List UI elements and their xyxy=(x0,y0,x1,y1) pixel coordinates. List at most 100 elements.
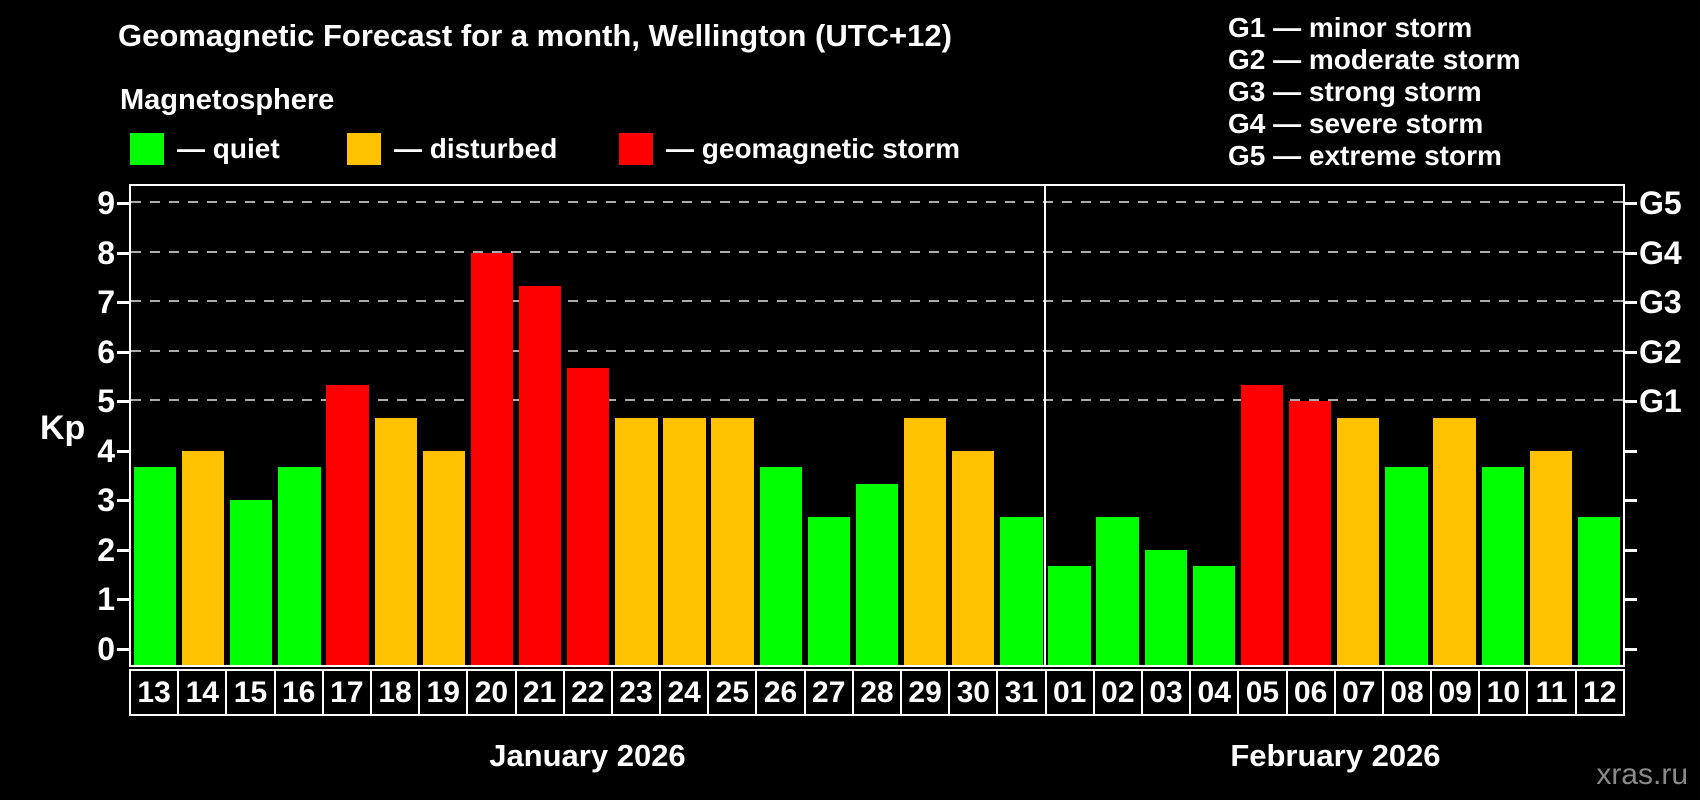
kp-bar-day-31 xyxy=(1000,516,1043,665)
day-label-05: 05 xyxy=(1237,669,1288,716)
y-tick-label-1: 1 xyxy=(97,581,115,618)
month-separator-line xyxy=(1044,186,1047,665)
watermark: xras.ru xyxy=(1596,758,1688,791)
kp-bar-day-21 xyxy=(518,285,562,665)
month-label-february: February 2026 xyxy=(1230,738,1441,773)
right-tick-8 xyxy=(1625,251,1637,255)
y-tick-label-2: 2 xyxy=(97,531,115,568)
kp-bar-day-14 xyxy=(182,450,225,665)
kp-bar-day-08 xyxy=(1385,467,1428,665)
day-label-16: 16 xyxy=(273,669,324,716)
quiet-color-swatch xyxy=(130,132,164,165)
kp-bar-day-23 xyxy=(615,417,658,665)
kp-bar-day-07 xyxy=(1337,417,1380,665)
kp-bar-day-06 xyxy=(1288,401,1332,665)
right-tick-5 xyxy=(1625,400,1637,404)
gridline-kp-6 xyxy=(131,349,1623,352)
day-label-13: 13 xyxy=(129,669,180,716)
day-label-19: 19 xyxy=(418,669,469,716)
kp-bar-day-11 xyxy=(1529,450,1572,665)
right-tick-9 xyxy=(1625,202,1637,206)
legend-item-disturbed: — disturbed xyxy=(347,132,557,165)
magnetosphere-label: Magnetosphere xyxy=(120,84,335,116)
kp-bar-day-15 xyxy=(230,500,273,665)
y-tick-label-7: 7 xyxy=(97,284,115,321)
right-tick-0 xyxy=(1625,647,1637,651)
kp-bar-day-03 xyxy=(1144,549,1187,665)
kp-bar-day-22 xyxy=(567,368,610,665)
kp-bar-day-16 xyxy=(278,467,321,665)
kp-bar-day-20 xyxy=(470,252,514,665)
chart-title: Geomagnetic Forecast for a month, Wellin… xyxy=(118,18,952,53)
right-axis-label-g1: G1 xyxy=(1639,383,1682,420)
kp-bar-day-10 xyxy=(1481,467,1524,665)
left-tick-8 xyxy=(117,251,129,255)
y-tick-label-8: 8 xyxy=(97,234,115,271)
disturbed-legend-label: — disturbed xyxy=(394,132,558,164)
day-label-06: 06 xyxy=(1285,669,1336,716)
day-label-24: 24 xyxy=(659,669,710,716)
y-tick-label-4: 4 xyxy=(97,432,115,469)
kp-bar-day-05 xyxy=(1240,384,1284,665)
g-legend-line-5: G5 — extreme storm xyxy=(1228,140,1502,171)
kp-bar-day-19 xyxy=(422,450,465,665)
kp-bar-day-29 xyxy=(903,417,947,665)
day-label-27: 27 xyxy=(803,669,854,716)
day-label-02: 02 xyxy=(1092,669,1143,716)
right-tick-7 xyxy=(1625,301,1637,305)
day-label-18: 18 xyxy=(369,669,421,716)
kp-bar-day-30 xyxy=(952,450,995,665)
g-scale-legend: G1 — minor storm G2 — moderate storm G3 — … xyxy=(1228,12,1521,172)
day-axis-row: 13 14 15 16 17 18 19 20 21 22 23 24 25 26 27 28 29 30 31 01… xyxy=(129,669,1625,716)
right-tick-2 xyxy=(1625,548,1637,552)
day-label-22: 22 xyxy=(562,669,613,716)
day-label-15: 15 xyxy=(225,669,276,716)
day-label-31: 31 xyxy=(996,669,1047,716)
quiet-legend-label: — quiet xyxy=(177,132,280,164)
day-label-10: 10 xyxy=(1478,669,1529,716)
kp-bar-day-13 xyxy=(133,467,177,665)
kp-bar-day-17 xyxy=(326,384,369,665)
y-tick-label-9: 9 xyxy=(97,185,115,222)
day-label-14: 14 xyxy=(177,669,228,716)
day-label-17: 17 xyxy=(321,669,372,716)
y-tick-label-3: 3 xyxy=(97,482,115,519)
left-tick-6 xyxy=(117,350,129,354)
left-tick-7 xyxy=(117,301,129,305)
day-label-03: 03 xyxy=(1140,669,1192,716)
kp-bar-day-27 xyxy=(807,516,851,665)
day-label-08: 08 xyxy=(1381,669,1433,716)
right-axis-label-g4: G4 xyxy=(1639,234,1682,271)
kp-bar-day-28 xyxy=(855,483,899,665)
day-label-23: 23 xyxy=(610,669,662,716)
day-label-30: 30 xyxy=(948,669,999,716)
left-tick-2 xyxy=(117,548,129,552)
g-legend-line-2: G2 — moderate storm xyxy=(1228,44,1521,75)
gridline-kp-8 xyxy=(131,250,1623,253)
disturbed-color-swatch xyxy=(347,132,381,165)
kp-bar-day-24 xyxy=(663,417,706,665)
day-label-09: 09 xyxy=(1430,669,1481,716)
kp-bar-day-12 xyxy=(1577,516,1621,665)
left-tick-3 xyxy=(117,499,129,503)
right-axis-label-g2: G2 xyxy=(1639,333,1682,370)
y-tick-label-6: 6 xyxy=(97,333,115,370)
day-label-29: 29 xyxy=(900,669,951,716)
right-axis-label-g3: G3 xyxy=(1639,284,1682,321)
day-label-07: 07 xyxy=(1333,669,1384,716)
kp-bar-day-02 xyxy=(1096,516,1139,665)
kp-bar-day-25 xyxy=(711,417,754,665)
y-tick-label-0: 0 xyxy=(97,630,115,667)
right-tick-1 xyxy=(1625,598,1637,602)
day-label-12: 12 xyxy=(1574,669,1625,716)
kp-bar-day-26 xyxy=(759,467,802,665)
storm-color-swatch xyxy=(619,132,653,165)
day-label-28: 28 xyxy=(851,669,902,716)
kp-bar-day-01 xyxy=(1048,566,1091,665)
g-legend-line-1: G1 — minor storm xyxy=(1228,12,1473,43)
legend-item-storm: — geomagnetic storm xyxy=(619,132,960,165)
left-tick-4 xyxy=(117,449,129,453)
left-tick-5 xyxy=(117,400,129,404)
right-axis-label-g5: G5 xyxy=(1639,185,1682,222)
